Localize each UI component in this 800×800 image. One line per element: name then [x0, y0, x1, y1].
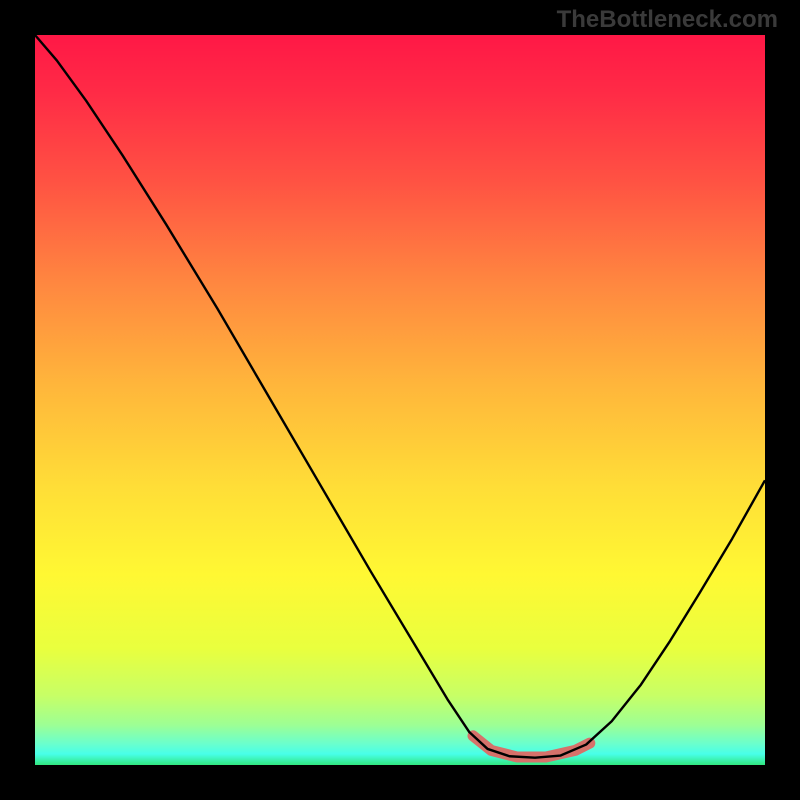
watermark-text: TheBottleneck.com	[557, 6, 778, 34]
plot-area	[35, 35, 765, 765]
chart-container: TheBottleneck.com	[0, 0, 800, 800]
